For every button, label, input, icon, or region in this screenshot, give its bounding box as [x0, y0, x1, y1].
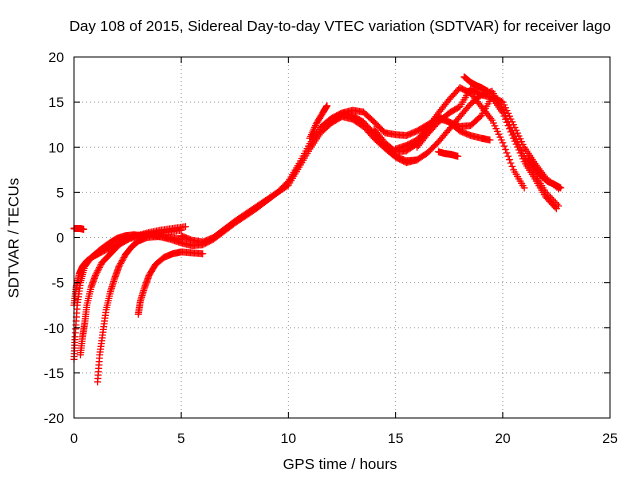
series-arc-8	[177, 91, 560, 246]
data-point	[487, 114, 495, 122]
y-tick-label: -15	[44, 365, 64, 381]
series-arc-13	[413, 85, 563, 210]
data-point	[94, 267, 102, 275]
data-point	[120, 254, 128, 262]
data-point	[92, 270, 100, 278]
y-tick-label: 0	[56, 230, 64, 246]
data-point	[503, 114, 511, 122]
y-tick-label: 10	[48, 139, 64, 155]
y-tick-label: 5	[56, 184, 64, 200]
data-point	[484, 87, 492, 95]
data-point	[500, 142, 508, 150]
series-arc-12	[392, 84, 528, 192]
data-point	[507, 159, 515, 167]
series-arc-1	[70, 224, 88, 233]
series-arc-5	[94, 233, 185, 386]
data-point	[557, 184, 565, 192]
y-tick-label: 15	[48, 94, 64, 110]
data-point	[501, 146, 509, 154]
data-point	[95, 265, 103, 273]
data-point	[323, 102, 331, 110]
data-point	[545, 192, 553, 200]
series-arc-16	[525, 154, 565, 192]
data-point	[96, 262, 104, 270]
data-point	[551, 199, 559, 207]
series-arc-10	[327, 93, 563, 193]
data-point	[91, 271, 99, 279]
x-tick-label: 5	[177, 430, 185, 446]
y-tick-label: -10	[44, 320, 64, 336]
data-point	[95, 264, 103, 272]
data-point	[550, 197, 558, 205]
x-tick-label: 10	[281, 430, 297, 446]
data-point	[520, 184, 528, 192]
data-point	[553, 200, 561, 208]
data-point	[476, 113, 484, 121]
x-tick-label: 20	[495, 430, 511, 446]
data-point	[501, 111, 509, 119]
data-point	[548, 195, 556, 203]
data-point	[508, 162, 516, 170]
data-points	[70, 73, 565, 386]
data-point	[507, 124, 515, 132]
x-axis-label: GPS time / hours	[282, 456, 398, 473]
data-point	[547, 193, 555, 201]
data-point	[504, 152, 512, 160]
data-point	[181, 223, 189, 231]
data-point	[486, 136, 494, 144]
data-point	[118, 257, 126, 265]
data-point	[543, 190, 551, 198]
data-point	[80, 225, 88, 233]
y-tick-label: -5	[52, 275, 65, 291]
series-arc-4	[76, 226, 185, 359]
y-tick-label: -20	[44, 410, 64, 426]
data-point	[124, 235, 132, 243]
x-tick-label: 0	[70, 430, 78, 446]
data-point	[503, 149, 511, 157]
series-arc-9	[306, 102, 331, 142]
data-point	[506, 156, 513, 164]
data-point	[542, 188, 550, 196]
data-point	[454, 152, 462, 160]
series-arc-14	[434, 148, 462, 160]
data-point	[506, 121, 513, 129]
x-tick-label: 25	[602, 430, 618, 446]
data-point	[199, 250, 207, 258]
grid-lines	[74, 57, 610, 418]
y-tick-label: 20	[48, 49, 64, 65]
data-point	[93, 268, 101, 276]
data-point	[500, 108, 508, 116]
x-tick-label: 15	[388, 430, 404, 446]
chart-title: Day 108 of 2015, Sidereal Day-to-day VTE…	[69, 18, 611, 35]
series-arc-6	[134, 248, 207, 318]
data-point	[499, 139, 507, 147]
data-point	[508, 127, 516, 135]
data-point	[555, 202, 563, 210]
axis-ticks: 0 5 10 15 20 25 20 15 10 5 0 -5 -10 -15 -20	[44, 49, 618, 446]
data-point	[504, 118, 512, 126]
series-arc-15	[460, 73, 492, 95]
data-point	[499, 105, 507, 113]
